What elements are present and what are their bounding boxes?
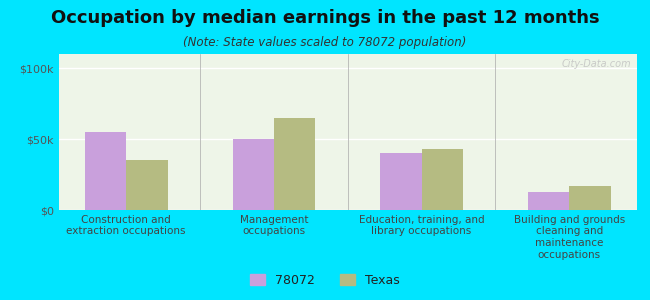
Text: Occupation by median earnings in the past 12 months: Occupation by median earnings in the pas… — [51, 9, 599, 27]
Text: (Note: State values scaled to 78072 population): (Note: State values scaled to 78072 popu… — [183, 36, 467, 49]
Bar — [274, 118, 315, 210]
Bar — [126, 160, 168, 210]
Bar — [84, 132, 126, 210]
Text: City-Data.com: City-Data.com — [562, 59, 631, 69]
Bar — [569, 186, 611, 210]
Bar — [233, 139, 274, 210]
Bar — [380, 153, 422, 210]
Legend: 78072, Texas: 78072, Texas — [246, 270, 404, 291]
Bar — [422, 149, 463, 210]
Bar — [528, 192, 569, 210]
